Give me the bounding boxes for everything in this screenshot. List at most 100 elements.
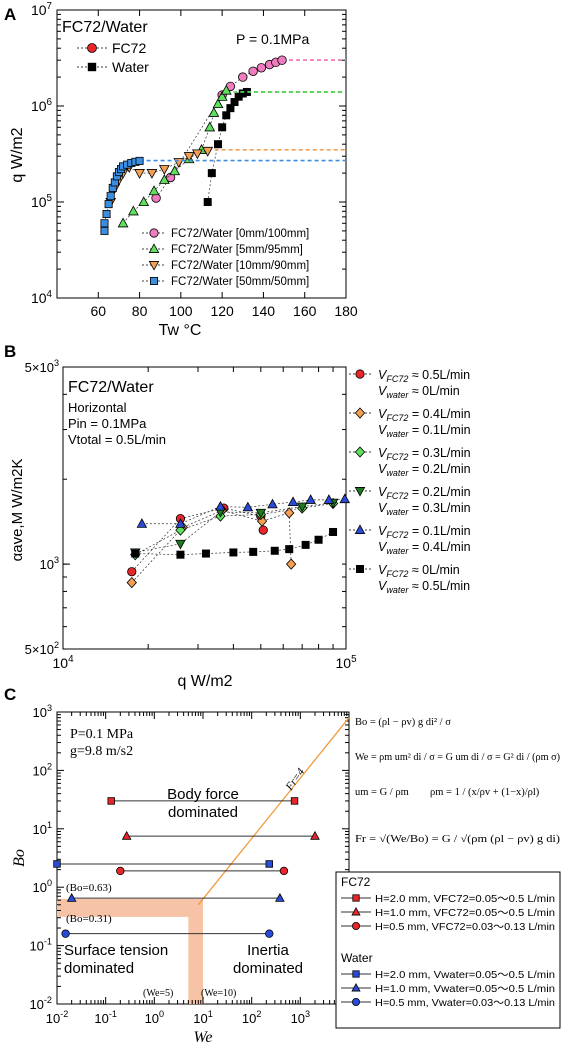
c-legend-label: H=0.5 mm, VFC72=0.03〜0.13 L/min [375,921,555,933]
a-point [191,149,203,160]
b-point [176,550,185,559]
a-point [135,156,144,165]
b-point [258,525,268,535]
panel-c-xlabel: We [194,1029,213,1046]
c-xtick-label: 100 [145,1009,165,1026]
panel-a-frame [56,9,347,299]
a-xtick-label: 80 [132,303,148,319]
b-series-line [135,531,334,556]
a-xtick-label: 180 [334,303,358,319]
panel-b-condition-1: Pin = 0.1MPa [68,416,147,431]
a-legend-label: FC72/Water [0mm/100mm] [171,228,309,240]
c-ytick-label: 103 [32,703,52,720]
a-legend-marker [149,276,158,285]
a-point [134,169,145,179]
c-ytick-label: 101 [32,820,52,837]
b-point [229,548,238,557]
a-ytick-label: 104 [31,289,53,306]
panel-c-legend: H=2.0 mm, VFC72=0.05〜0.5 L/min H=1.0 mm, … [341,893,555,1009]
panel-a-label: A [4,5,16,24]
transition-band [57,898,203,1004]
a-point [148,185,160,196]
c-legend-label: H=1.0 mm, VFC72=0.05〜0.5 L/min [375,907,555,919]
ann-bo-063: (Bo=0.63) [66,882,112,894]
panel-c-legend-box [335,871,561,1029]
b-point [285,558,297,570]
b-series-line [141,498,345,525]
b-legend-water: Vwater ≈ 0.5L/min [378,579,470,595]
c-legend-label: H=1.0 mm, Vwater=0.05〜0.5 L/min [375,983,555,995]
b-legend-marker [354,407,366,419]
b-legend-fc: VFC72 = 0.1L/min [378,524,471,540]
c-ytick-label: 10-1 [29,937,52,954]
transition-region [57,898,203,1004]
b-point [215,500,226,511]
a-legend-label: Water [112,59,149,75]
c-legend-marker [351,907,361,916]
c-point [310,830,320,840]
panel-a: A 60 80 100 120 140 160 180 104 105 106 107 FC72/W… [4,1,358,339]
a-point [158,165,170,175]
region-body-2: dominated [168,804,238,821]
panel-c-ylabel: Bo [11,849,28,867]
b-legend-water: Vwater = 0.3L/min [378,501,471,517]
b-point [131,549,140,558]
b-point [329,527,338,536]
b-point [127,567,137,577]
b-point [285,545,294,554]
panel-a-legend-top: FC72 Water [77,40,149,75]
c-point [121,830,132,840]
b-point [339,493,351,504]
a-point [216,90,228,101]
b-point [287,496,299,507]
c-xtick-label: 10-1 [94,1009,117,1026]
b-point [126,576,137,589]
a-legend-label: FC72 [112,40,146,56]
a-point [204,121,216,132]
region-inertia-2: dominated [233,960,303,977]
a-series-line [155,59,283,199]
a-point [238,72,248,82]
b-legend-fc: VFC72 = 0.2L/min [378,485,471,501]
b-legend-marker [355,565,364,574]
b-point [270,546,279,555]
panel-b-label: B [4,342,16,361]
b-legend-fc: VFC72 = 0.3L/min [378,446,471,462]
b-point [296,502,308,513]
panel-b-condition-2: Vtotal = 0.5L/min [68,432,166,447]
b-point [284,507,295,519]
a-point [169,165,181,176]
c-legend-marker [352,894,360,902]
a-point [106,192,115,201]
panel-a-plot [100,55,346,235]
a-legend-marker [87,43,97,53]
a-point [183,152,195,162]
a-point [158,174,170,184]
a-ytick-label: 105 [31,193,53,210]
b-legend-fc: VFC72 ≈ 0L/min [378,563,460,579]
panel-b-plot [126,493,351,589]
c-legend-marker [351,998,360,1007]
c-point [275,892,285,902]
a-point [202,146,214,157]
b-point [136,518,148,528]
a-point [100,226,109,235]
legend-fc72-title: FC72 [341,875,371,889]
c-xtick-label: 101 [193,1009,213,1026]
a-series-line [110,150,208,203]
b-series-line [135,503,334,555]
panel-b: B 104 105 5×102 103 5×103 FC72/Water Horizon… [4,342,471,690]
eq-um: um = G / ρm [355,787,409,798]
a-legend-marker [148,243,160,253]
a-legend-label: FC72/Water [50mm/50mm] [171,276,309,288]
a-point [102,209,111,218]
c-point [265,929,274,938]
panel-c-plot [53,717,350,938]
panel-b-orientation: Horizontal [68,400,127,415]
b-point [249,547,258,556]
panel-b-ylabel: αave,M W/m2K [9,459,26,562]
eq-rhom: ρm = 1 / (x/ρv + (1−x)/ρl) [430,787,540,798]
c-legend-marker [351,983,361,992]
a-legend-label: FC72/Water [10mm/90mm] [171,260,309,272]
